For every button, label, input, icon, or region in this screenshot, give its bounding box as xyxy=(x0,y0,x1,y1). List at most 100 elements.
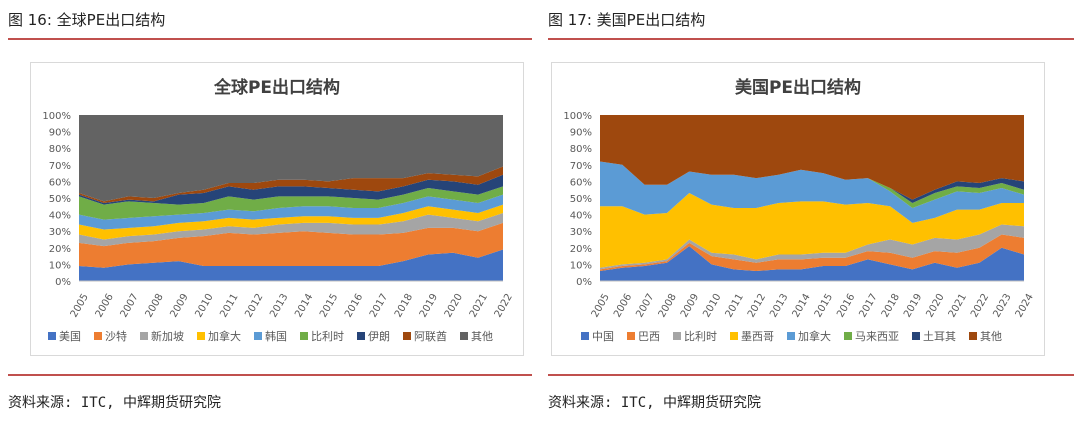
legend-label: 沙特 xyxy=(105,329,127,343)
y-tick-label: 40% xyxy=(49,211,71,222)
x-tick-label: 2013 xyxy=(768,292,790,320)
source-divider-left xyxy=(8,374,532,376)
x-tick-label: 2011 xyxy=(724,292,746,320)
legend-swatch xyxy=(912,332,920,340)
x-tick-label: 2012 xyxy=(243,292,265,320)
chart-svg-us: 美国PE出口结构 0% 10% 20% 30% 40% 50% 60% 70% 80% 90% 100… xyxy=(563,77,1036,343)
legend-swatch xyxy=(787,332,795,340)
y-tick-label: 70% xyxy=(49,161,71,172)
area-series-8 xyxy=(79,115,503,202)
legend-swatch xyxy=(730,332,738,340)
x-tick-label: 2018 xyxy=(393,292,415,320)
x-tick-label: 2016 xyxy=(835,292,857,320)
y-tick-label: 40% xyxy=(570,211,592,222)
x-tick-label: 2009 xyxy=(679,292,701,320)
chart-global-pe-export: 全球PE出口结构 0% 10% 20% 30% 40% 50% 60% 70% 80% 90% 100… xyxy=(30,62,524,356)
legend-swatch xyxy=(357,332,365,340)
area-series-1 xyxy=(79,222,503,268)
x-tick-label: 2006 xyxy=(612,292,634,320)
x-tick-label: 2022 xyxy=(969,292,991,320)
area-series-5 xyxy=(79,186,503,220)
y-tick-label: 30% xyxy=(49,227,71,238)
legend-swatch xyxy=(627,332,635,340)
legend-label: 阿联酋 xyxy=(414,329,447,343)
figure-title-left: 图 16: 全球PE出口结构 xyxy=(8,11,166,29)
legend-swatch xyxy=(969,332,977,340)
area-series-0 xyxy=(79,249,503,281)
area-series-3 xyxy=(79,204,503,240)
legend-swatch xyxy=(48,332,56,340)
x-tick-label: 2011 xyxy=(218,292,240,320)
area-series-2 xyxy=(600,224,1024,270)
legend-label: 巴西 xyxy=(638,330,660,343)
area-series-7 xyxy=(79,166,503,203)
y-tick-label: 60% xyxy=(49,177,71,188)
x-tick-label: 2005 xyxy=(69,292,91,320)
x-tick-label: 2021 xyxy=(947,292,969,320)
y-tick-label: 0% xyxy=(576,277,592,288)
legend-swatch xyxy=(197,332,205,340)
chart-title: 全球PE出口结构 xyxy=(213,77,340,98)
title-divider-right xyxy=(548,38,1074,40)
area-series-7 xyxy=(600,115,1024,200)
x-tick-label: 2015 xyxy=(318,292,340,320)
area-series-4 xyxy=(600,161,1024,223)
area-series-1 xyxy=(600,234,1024,272)
x-tick-label: 2007 xyxy=(119,292,141,320)
legend-label: 美国 xyxy=(59,330,81,343)
y-tick-label: 80% xyxy=(49,144,71,155)
legend-swatch xyxy=(254,332,262,340)
y-tick-label: 90% xyxy=(49,128,71,139)
legend-swatch xyxy=(403,332,411,340)
x-tick-label: 2017 xyxy=(368,292,390,320)
y-tick-label: 20% xyxy=(49,244,71,255)
y-tick-label: 80% xyxy=(570,144,592,155)
y-tick-label: 70% xyxy=(570,161,592,172)
x-tick-label: 2015 xyxy=(813,292,835,320)
x-tick-label: 2019 xyxy=(418,292,440,320)
legend-label: 其他 xyxy=(980,330,1002,343)
source-right: 资料来源: ITC, 中辉期货研究院 xyxy=(548,395,762,411)
x-tick-label: 2014 xyxy=(791,292,813,320)
x-tick-label: 2019 xyxy=(902,292,924,320)
x-tick-label: 2021 xyxy=(468,292,490,320)
legend-swatch xyxy=(581,332,589,340)
legend-label: 比利时 xyxy=(684,330,717,343)
area-series-0 xyxy=(600,246,1024,281)
legend-label: 中国 xyxy=(592,330,614,343)
legend-label: 新加坡 xyxy=(151,329,184,343)
y-tick-label: 30% xyxy=(570,227,592,238)
legend-label: 土耳其 xyxy=(923,330,956,343)
title-divider-left xyxy=(8,38,532,40)
y-tick-label: 20% xyxy=(570,244,592,255)
x-tick-label: 2008 xyxy=(657,292,679,320)
source-divider-right xyxy=(548,374,1074,376)
chart-title: 美国PE出口结构 xyxy=(735,77,861,98)
x-tick-label: 2010 xyxy=(193,292,215,320)
legend-swatch xyxy=(300,332,308,340)
legend-label: 比利时 xyxy=(311,330,344,343)
x-tick-label: 2010 xyxy=(701,292,723,320)
y-tick-label: 50% xyxy=(49,194,71,205)
x-tick-label: 2024 xyxy=(1014,292,1036,320)
area-series-3 xyxy=(600,193,1024,268)
chart-us-pe-export: 美国PE出口结构 0% 10% 20% 30% 40% 50% 60% 70% 80% 90% 100… xyxy=(551,62,1045,356)
x-tick-label: 2007 xyxy=(634,292,656,320)
x-tick-label: 2008 xyxy=(144,292,166,320)
x-tick-label: 2013 xyxy=(268,292,290,320)
y-tick-label: 60% xyxy=(570,177,592,188)
legend-label: 马来西亚 xyxy=(855,330,899,343)
area-series-2 xyxy=(79,212,503,247)
y-tick-label: 0% xyxy=(55,277,71,288)
x-tick-label: 2020 xyxy=(924,292,946,320)
legend-swatch xyxy=(94,332,102,340)
y-tick-label: 10% xyxy=(49,260,71,271)
x-tick-label: 2005 xyxy=(590,292,612,320)
area-series-4 xyxy=(79,194,503,230)
x-tick-label: 2018 xyxy=(880,292,902,320)
y-tick-label: 100% xyxy=(563,111,592,122)
y-tick-label: 10% xyxy=(570,260,592,271)
x-tick-label: 2006 xyxy=(94,292,116,320)
y-tick-label: 90% xyxy=(570,128,592,139)
x-tick-label: 2017 xyxy=(857,292,879,320)
